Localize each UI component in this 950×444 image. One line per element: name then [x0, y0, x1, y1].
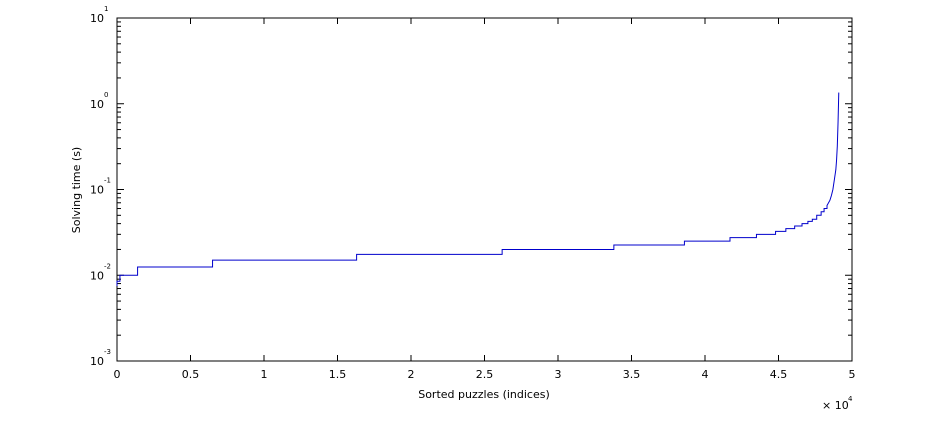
x-tick-label: 1 [261, 368, 268, 381]
x-tick-label: 2.5 [476, 368, 494, 381]
y-tick-label-exponent: -2 [104, 262, 111, 270]
x-multiplier-exponent: 4 [848, 395, 853, 403]
x-tick-label: 0 [114, 368, 121, 381]
x-tick-label: 2 [408, 368, 415, 381]
y-tick-label-base: 10 [90, 184, 104, 197]
plot-area [116, 17, 853, 362]
x-tick-label: 3.5 [623, 368, 641, 381]
y-tick-label-exponent: -3 [104, 348, 111, 356]
x-tick-label: 1.5 [329, 368, 347, 381]
series-layer [116, 92, 840, 286]
y-axis-label: Solving time (s) [70, 147, 83, 233]
x-tick-label: 3 [555, 368, 562, 381]
y-tick-label-base: 10 [90, 98, 104, 111]
x-tick-label: 0.5 [182, 368, 200, 381]
y-tick-label-base: 10 [90, 355, 104, 368]
tick-marks [116, 17, 853, 362]
series-line [116, 92, 840, 286]
y-tick-label-exponent: -1 [104, 177, 111, 185]
y-tick-label-base: 10 [90, 12, 104, 25]
x-multiplier-base: × 10 [822, 399, 849, 412]
x-tick-label: 5 [849, 368, 856, 381]
y-tick-label-exponent: 1 [104, 5, 108, 13]
x-tick-label: 4 [702, 368, 709, 381]
y-tick-label-exponent: 0 [104, 91, 108, 99]
x-axis-label: Sorted puzzles (indices) [418, 388, 550, 401]
x-tick-label: 4.5 [770, 368, 788, 381]
y-tick-label-base: 10 [90, 269, 104, 282]
